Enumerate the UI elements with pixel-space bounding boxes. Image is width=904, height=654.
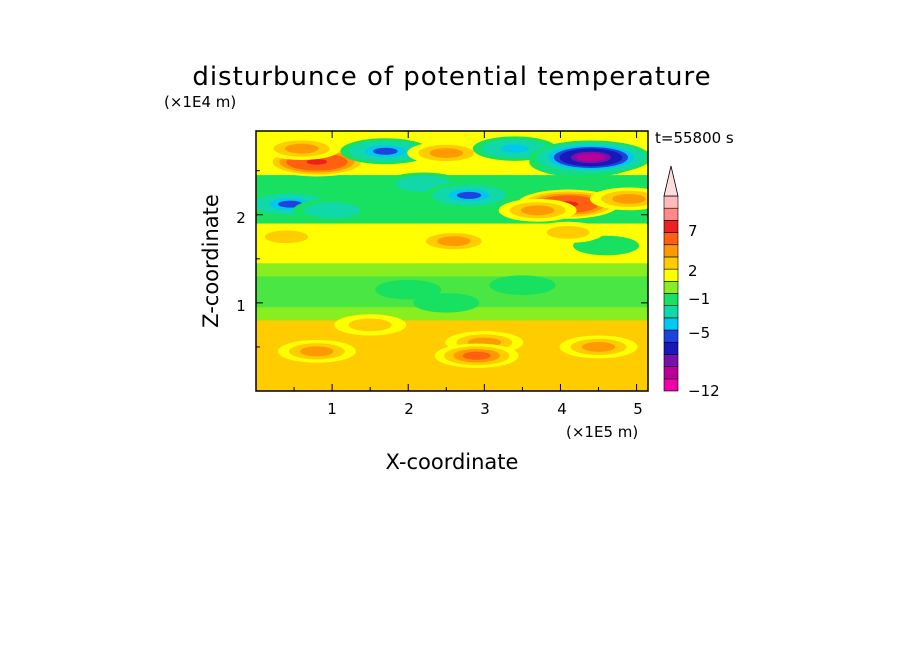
x-tick-label: 2 xyxy=(404,400,414,418)
colorbar-swatch xyxy=(663,378,679,392)
contour-cell xyxy=(284,143,319,154)
contour-cell xyxy=(373,147,398,155)
colorbar-swatch xyxy=(663,317,679,331)
plot-frame xyxy=(255,130,649,392)
time-label: t=55800 s xyxy=(655,129,734,147)
contour-cell xyxy=(582,155,600,160)
colorbar-swatch xyxy=(663,195,679,209)
colorbar-swatch xyxy=(663,268,679,282)
colorbar-extend-arrow xyxy=(663,165,679,197)
chart-title: disturbunce of potential temperature xyxy=(192,62,711,92)
y-axis-label: Z-coordinate xyxy=(199,194,223,328)
contour-cell xyxy=(500,144,529,153)
colorbar-tick-label: −1 xyxy=(688,290,710,308)
colorbar-tick-label: 7 xyxy=(688,222,698,240)
plot-area xyxy=(255,130,649,392)
contour-cell xyxy=(264,230,309,244)
tick-marks xyxy=(256,131,648,391)
contour-cell xyxy=(300,346,334,357)
colorbar-swatch xyxy=(663,220,679,233)
colorbar-swatch xyxy=(663,341,679,355)
contour-cell xyxy=(315,205,349,216)
contour-cell xyxy=(462,351,491,360)
contour-cell xyxy=(375,279,442,300)
colorbar xyxy=(663,165,679,392)
x-unit-label: (×1E5 m) xyxy=(566,423,638,441)
colorbar-swatch xyxy=(663,281,679,294)
contour-cell xyxy=(520,205,555,216)
x-axis-label: X-coordinate xyxy=(386,450,519,474)
contour-cell xyxy=(413,293,480,313)
contour-cell xyxy=(546,225,590,239)
colorbar-tick-label: −12 xyxy=(688,382,720,400)
contour-cell xyxy=(581,342,616,352)
colorbar-swatch xyxy=(663,354,679,367)
colorbar-swatch xyxy=(663,293,679,306)
colorbar-swatch xyxy=(663,329,679,343)
colorbar-swatch xyxy=(663,207,679,221)
x-tick-label: 4 xyxy=(557,400,567,418)
colorbar-swatch xyxy=(663,232,679,246)
contour-cell xyxy=(437,236,471,247)
y-tick-label: 2 xyxy=(236,209,246,227)
contour-cell xyxy=(489,275,556,296)
x-tick-label: 1 xyxy=(327,400,337,418)
colorbar-tick-label: −5 xyxy=(688,324,710,342)
x-tick-label: 5 xyxy=(633,400,643,418)
x-tick-label: 3 xyxy=(480,400,490,418)
contour-cell xyxy=(612,193,646,204)
colorbar-swatch xyxy=(663,305,679,319)
y-unit-label: (×1E4 m) xyxy=(164,93,236,111)
colorbar-swatch xyxy=(663,256,679,270)
colorbar-tick-label: 2 xyxy=(688,262,698,280)
colorbar-swatch xyxy=(663,366,679,380)
colorbar-labels: −12 −5 −1 2 7 xyxy=(688,222,720,400)
colorbar-swatch xyxy=(663,244,679,258)
y-tick-label: 1 xyxy=(236,297,246,315)
contour-cell xyxy=(348,318,392,332)
contour-cell xyxy=(406,178,441,189)
contour-cell xyxy=(306,158,328,165)
contour-cell xyxy=(429,148,463,158)
contour-cell xyxy=(456,191,482,199)
heatmap-layer xyxy=(256,131,648,391)
